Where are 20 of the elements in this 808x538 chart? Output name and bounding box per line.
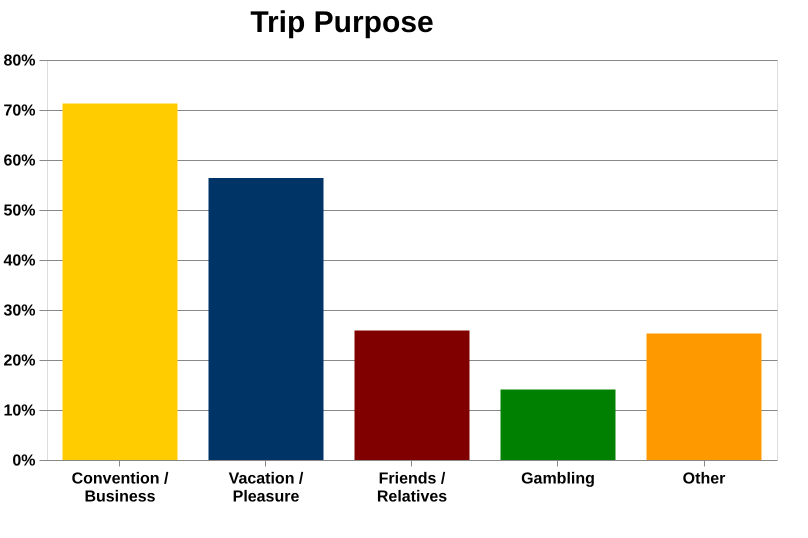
x-tick-label: Gambling <box>521 470 595 488</box>
bar <box>354 330 470 460</box>
bar <box>62 104 178 460</box>
y-tick-label: 10% <box>3 402 36 420</box>
y-tick-label: 30% <box>3 302 36 320</box>
bar <box>500 390 616 460</box>
x-tick-label: Other <box>682 470 726 488</box>
y-tick-label: 80% <box>3 52 36 70</box>
x-tick-label: Vacation / Pleasure <box>228 470 304 506</box>
y-tick-label: 70% <box>3 102 36 120</box>
chart-title: Trip Purpose <box>250 6 434 39</box>
y-tick-label: 60% <box>3 152 36 170</box>
x-tick-label: Friends / Relatives <box>376 470 448 506</box>
bar <box>208 178 324 460</box>
y-tick-label: 20% <box>3 352 36 370</box>
bar <box>646 334 762 460</box>
x-tick-label: Convention / Business <box>72 470 169 506</box>
y-tick-label: 40% <box>3 252 36 270</box>
y-tick-label: 50% <box>3 202 36 220</box>
y-tick-label: 0% <box>12 452 36 470</box>
